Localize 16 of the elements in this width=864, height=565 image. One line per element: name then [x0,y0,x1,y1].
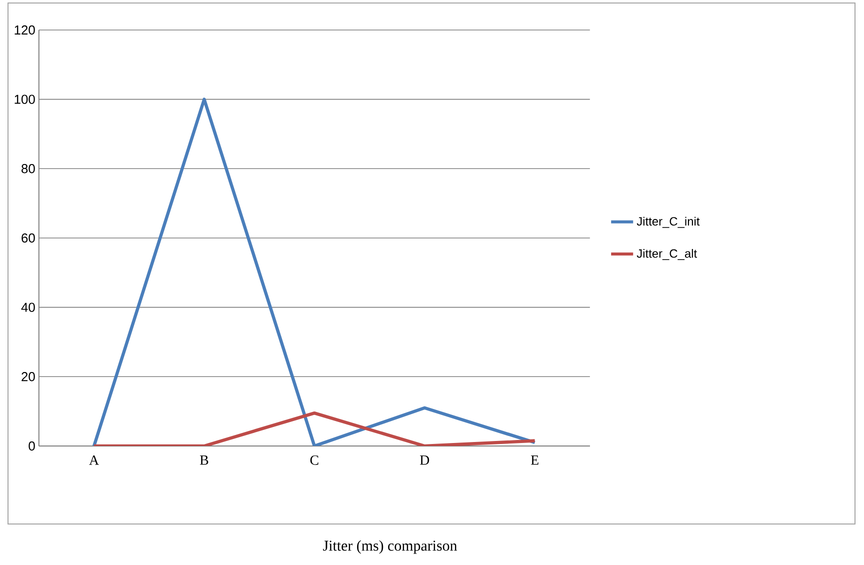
x-tick-label: E [530,455,538,465]
y-tick-label: 40 [21,302,35,312]
text: Jitter (ms) comparison [323,540,458,554]
y-tick-label: 80 [22,164,35,174]
x-tick-label: B [200,455,208,465]
x-tick-label: A [89,455,99,465]
legend-label: Jitter_C_init [636,216,700,228]
legend-label: Jitter_C_alt [636,248,697,260]
line-series [92,98,536,446]
y-tick-label: 20 [22,372,35,382]
y-tick-label: 100 [14,94,35,104]
x-tick-label: D [420,455,430,465]
y-tick-label: 60 [22,233,35,243]
y-tick-label: 0 [28,441,35,451]
x-tick-label: C [310,456,318,465]
y-tick-label: 120 [14,25,35,35]
